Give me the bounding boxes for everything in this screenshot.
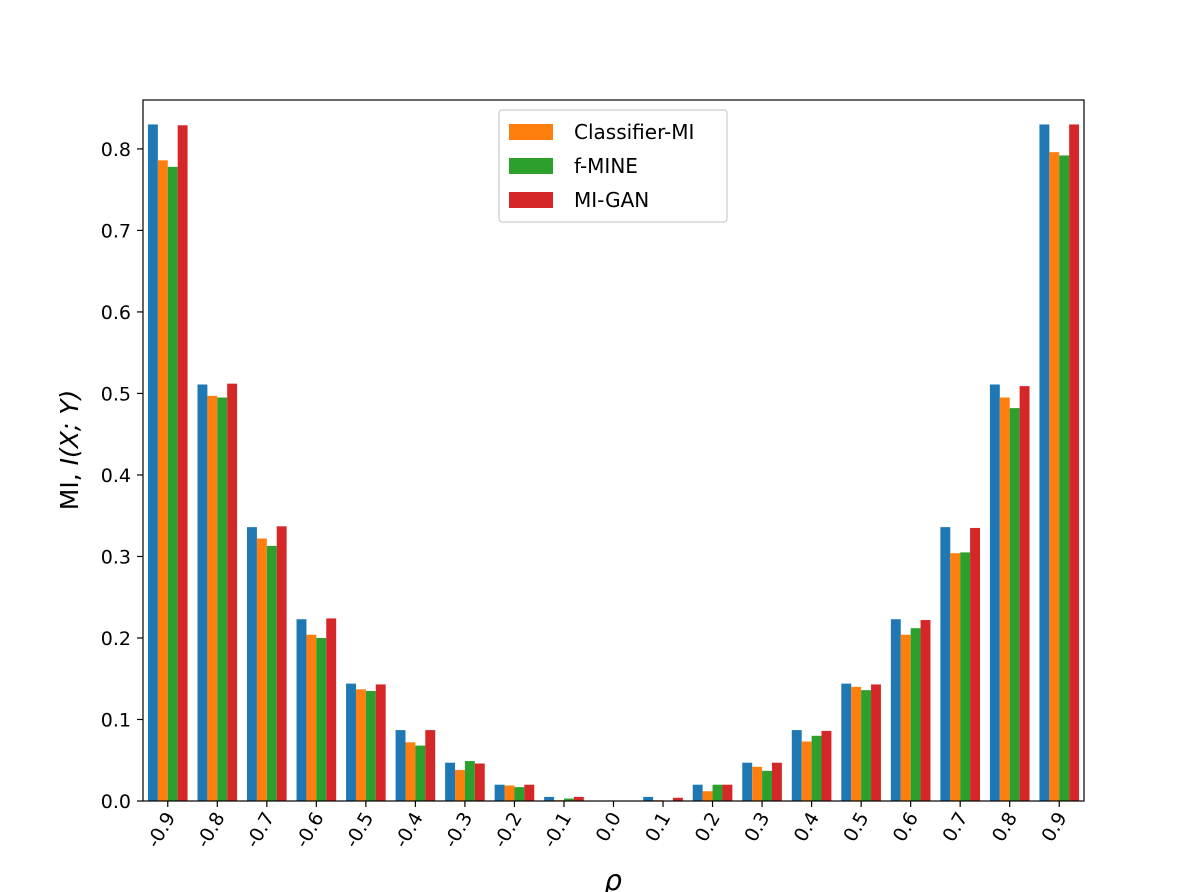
bar-series3--0.3 — [464, 761, 475, 801]
bar-series3--0.1 — [563, 798, 574, 801]
bar-series4-0.2 — [722, 784, 733, 801]
y-tick-label: 0.2 — [101, 628, 131, 650]
bar-series3--0.7 — [266, 545, 277, 801]
bar-series1--0.6 — [296, 619, 307, 801]
legend-label: MI-GAN — [574, 188, 649, 212]
bar-series1-0.8 — [989, 384, 1000, 801]
bar-series4--0.2 — [524, 784, 535, 801]
bar-series1--0.2 — [494, 784, 505, 801]
bar-series2-0.7 — [950, 553, 961, 801]
bar-series1--0.4 — [395, 730, 406, 801]
bar-series4-0.3 — [771, 762, 782, 801]
bar-series4-0.5 — [871, 684, 881, 801]
y-tick-label: 0.0 — [101, 791, 131, 813]
bar-series2--0.3 — [455, 770, 465, 801]
bar-series2-0.5 — [851, 686, 862, 801]
bar-series2--0.5 — [355, 689, 366, 801]
bar-series3--0.9 — [167, 166, 178, 802]
bar-series4--0.6 — [326, 618, 337, 801]
bar-series1--0.8 — [197, 384, 208, 801]
y-tick-label: 0.3 — [101, 546, 131, 568]
bars-layer — [147, 124, 1080, 802]
y-tick-label: 0.8 — [101, 139, 131, 161]
bar-series1-0.2 — [692, 784, 703, 801]
bar-series3--0.5 — [365, 690, 376, 801]
y-axis-label-prefix: MI, — [55, 465, 84, 510]
bar-series1-0.5 — [841, 683, 852, 801]
y-tick-label: 0.5 — [101, 383, 131, 405]
bar-series3-0.6 — [910, 628, 921, 801]
bar-series4--0.3 — [474, 763, 485, 801]
bar-series1-0.7 — [940, 527, 951, 801]
bar-series4--0.7 — [276, 526, 287, 801]
bar-series1--0.3 — [445, 762, 456, 801]
bar-series3-0.7 — [960, 552, 971, 801]
legend-label: Classifier-MI — [574, 120, 694, 144]
y-tick-label: 0.6 — [101, 302, 131, 324]
legend-swatch — [509, 192, 553, 208]
legend-label: f-MINE — [574, 154, 638, 178]
bar-series1-0.4 — [791, 730, 802, 801]
bar-series4-0.8 — [1019, 386, 1030, 801]
bar-series1--0.1 — [544, 796, 555, 801]
x-axis-label: ρ — [604, 864, 622, 892]
bar-series3-0.4 — [811, 735, 822, 801]
bar-series2-0.8 — [999, 397, 1010, 801]
legend-box — [498, 109, 728, 223]
bar-series2--0.7 — [256, 538, 267, 801]
legend-swatch — [509, 124, 553, 140]
bar-series2--0.9 — [157, 160, 168, 801]
bar-series3--0.8 — [217, 397, 228, 801]
bar-series3-0.2 — [712, 784, 723, 801]
bar-series4-0.9 — [1069, 124, 1080, 801]
bar-series1-0.9 — [1039, 124, 1050, 801]
y-tick-label: 0.7 — [101, 220, 131, 242]
bar-series4-0.1 — [672, 797, 683, 801]
y-axis-label: MI, I(X; Y) — [55, 390, 84, 511]
bar-series4--0.8 — [227, 383, 238, 801]
bar-series1-0.6 — [890, 619, 901, 801]
bar-series2--0.6 — [306, 634, 317, 801]
y-axis-label-math: I(X; Y) — [55, 390, 84, 466]
bar-series3-0.9 — [1059, 155, 1070, 801]
bar-series1--0.5 — [346, 683, 356, 801]
bar-series3--0.2 — [514, 787, 525, 801]
bar-series1--0.7 — [247, 527, 257, 801]
bar-series4--0.1 — [573, 796, 584, 801]
bar-series2--0.4 — [405, 742, 416, 801]
legend: Classifier-MI f-MINE MI-GAN — [498, 109, 728, 223]
bar-series4-0.6 — [920, 620, 931, 801]
legend-swatch — [509, 158, 553, 174]
bar-series1-0.1 — [643, 796, 654, 801]
bar-series4--0.4 — [425, 730, 436, 801]
bar-series3-0.8 — [1009, 408, 1020, 801]
bar-series2-0.4 — [801, 741, 812, 801]
bar-series4-0.4 — [821, 730, 832, 801]
bar-series4--0.5 — [375, 684, 386, 801]
bar-series3-0.3 — [762, 770, 772, 801]
bar-series3--0.6 — [316, 637, 327, 801]
bar-series2-0.6 — [900, 634, 911, 801]
bar-series2--0.2 — [504, 785, 515, 801]
bar-series2-0.3 — [752, 766, 763, 801]
bar-series3-0.5 — [861, 690, 872, 801]
bar-series2-0.9 — [1049, 152, 1060, 802]
bar-series2-0.2 — [702, 791, 713, 801]
y-tick-label: 0.1 — [101, 709, 131, 731]
bar-series3--0.4 — [415, 745, 426, 801]
bar-series4--0.9 — [177, 125, 188, 801]
bar-series1-0.3 — [742, 762, 753, 801]
bar-series2--0.8 — [207, 395, 218, 801]
bar-series4-0.7 — [970, 527, 980, 801]
bar-series1--0.9 — [147, 124, 158, 801]
y-tick-label: 0.4 — [101, 465, 131, 487]
